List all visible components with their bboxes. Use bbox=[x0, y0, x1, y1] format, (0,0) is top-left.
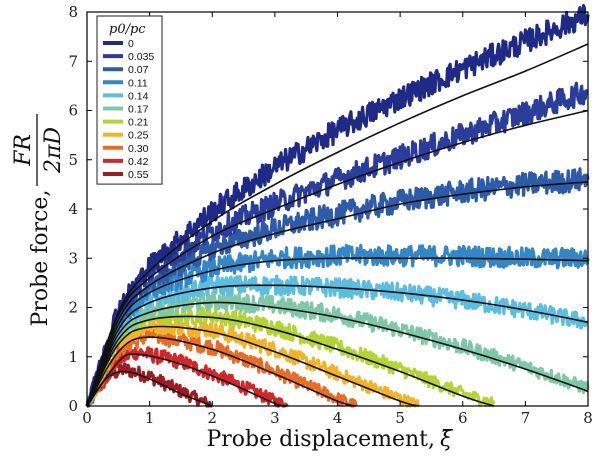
y-axis-label: Probe force, FR 2πD bbox=[11, 114, 66, 326]
y-tick-label: 4 bbox=[68, 200, 78, 218]
y-tick-labels: 0 1 2 3 4 5 6 7 8 bbox=[68, 3, 78, 415]
fit-curve-0.55 bbox=[86, 370, 213, 407]
x-tick-label: 0 bbox=[82, 409, 92, 427]
x-tick-label: 3 bbox=[270, 409, 280, 427]
y-tick-label: 1 bbox=[68, 348, 78, 366]
x-tick-label: 2 bbox=[207, 409, 217, 427]
series-trace-0.07 bbox=[85, 167, 590, 407]
x-axis-symbol: ξ̄ bbox=[440, 427, 454, 452]
x-tick-labels: 0 1 2 3 4 5 6 7 8 bbox=[82, 409, 593, 427]
x-tick-label: 6 bbox=[458, 409, 468, 427]
fit-curve-0.11 bbox=[86, 257, 589, 407]
legend-label-0.21: 0.21 bbox=[128, 117, 149, 129]
fit-curve-0.035 bbox=[86, 109, 589, 407]
fit-curve-0.25 bbox=[86, 325, 420, 407]
x-tick-label: 8 bbox=[583, 409, 593, 427]
y-tick-label: 3 bbox=[68, 249, 78, 267]
legend-label-0.25: 0.25 bbox=[128, 130, 149, 142]
fit-curve-0.21 bbox=[86, 315, 495, 407]
legend-label-0.55: 0.55 bbox=[128, 169, 149, 181]
fit-curve-0.14 bbox=[86, 284, 589, 407]
legend-label-0.11: 0.11 bbox=[128, 77, 148, 89]
fit-curve-0.17 bbox=[86, 301, 589, 407]
y-tick-label: 7 bbox=[68, 52, 78, 70]
ticks-layer bbox=[86, 11, 589, 407]
y-tick-label: 0 bbox=[68, 397, 78, 415]
x-tick-label: 5 bbox=[395, 409, 405, 427]
legend-label-0.07: 0.07 bbox=[128, 64, 149, 76]
y-axis-label-numerator: FR bbox=[11, 134, 36, 167]
y-axis-label-text: Probe force, bbox=[28, 190, 53, 327]
x-axis-label: Probe displacement, bbox=[206, 427, 435, 452]
legend-label-0.42: 0.42 bbox=[128, 156, 149, 168]
y-axis-label-denominator: 2πD bbox=[41, 127, 66, 174]
x-tick-label: 1 bbox=[145, 409, 155, 427]
fit-curves-layer bbox=[86, 43, 589, 407]
y-tick-label: 6 bbox=[68, 102, 78, 120]
fit-curve-0.07 bbox=[86, 181, 589, 407]
y-tick-label: 2 bbox=[68, 299, 78, 317]
x-tick-label: 7 bbox=[521, 409, 531, 427]
x-tick-label: 4 bbox=[333, 409, 343, 427]
y-tick-label: 5 bbox=[68, 151, 78, 169]
series-trace-0.25 bbox=[85, 316, 421, 408]
legend-label-0: 0 bbox=[128, 38, 134, 50]
y-tick-label: 8 bbox=[68, 3, 78, 21]
legend-label-0.17: 0.17 bbox=[128, 104, 149, 116]
legend-label-0.14: 0.14 bbox=[128, 90, 149, 102]
legend-label-0.035: 0.035 bbox=[128, 51, 154, 63]
legend-title: p0/pc bbox=[109, 22, 146, 37]
fit-curve-0 bbox=[86, 43, 589, 407]
legend-label-0.30: 0.30 bbox=[128, 143, 149, 155]
